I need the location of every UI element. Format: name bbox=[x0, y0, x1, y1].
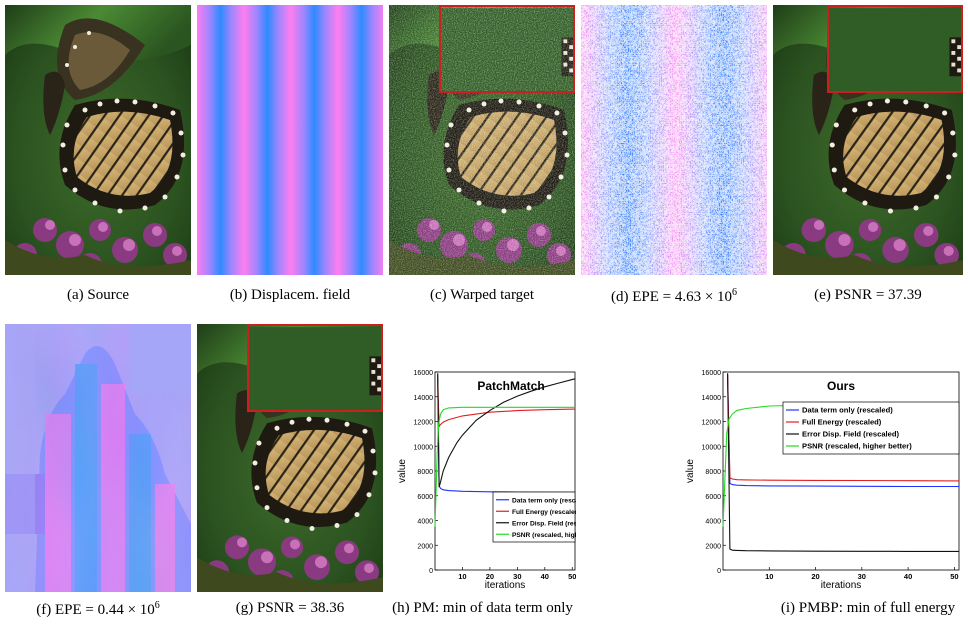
chart-h-svg: 0 2000 4000 6000 8000 10000 12000 14000 16000 10 2… bbox=[397, 370, 576, 591]
caption-d: (d) EPE = 4.63 × 106 bbox=[581, 287, 767, 306]
panel-b-displacement-field bbox=[197, 5, 383, 275]
legend-label: Error Disp. Field (rescaled) bbox=[802, 430, 900, 439]
y-tick-label: 12000 bbox=[414, 420, 434, 427]
x-tick-label: 30 bbox=[858, 572, 866, 581]
chart-i-svg: 0 2000 4000 6000 8000 10000 12000 14000 16000 10 2… bbox=[685, 370, 960, 591]
y-tick-label: 6000 bbox=[705, 494, 721, 501]
y-tick-label: 4000 bbox=[417, 519, 433, 526]
x-tick-label: 20 bbox=[811, 572, 819, 581]
legend-label: Full Energy (rescaled) bbox=[802, 418, 882, 427]
y-tick-label: 10000 bbox=[414, 444, 434, 451]
legend-box bbox=[782, 401, 960, 455]
caption-h: (h) PM: min of data term only bbox=[392, 600, 573, 616]
x-tick-label: 50 bbox=[950, 572, 958, 581]
y-tick-label: 2000 bbox=[705, 543, 721, 550]
y-tick-label: 16000 bbox=[702, 370, 722, 377]
panel-g-ours-warp bbox=[197, 324, 383, 592]
caption-f-text: (f) EPE = 0.44 × 10 bbox=[36, 602, 155, 618]
legend-label: PSNR (rescaled, higher better) bbox=[802, 442, 912, 451]
y-axis-label: value bbox=[397, 459, 408, 483]
zoom-inset bbox=[827, 5, 963, 93]
caption-g: (g) PSNR = 38.36 bbox=[235, 600, 345, 616]
panel-c-warped-target bbox=[389, 5, 575, 275]
panel-a-source-image bbox=[5, 5, 191, 275]
y-tick-label: 14000 bbox=[702, 395, 722, 402]
legend-label: Data term only (rescaled) bbox=[802, 406, 893, 415]
caption-d-text: (d) EPE = 4.63 × 10 bbox=[610, 289, 733, 305]
x-tick-label: 20 bbox=[486, 572, 494, 581]
y-tick-label: 2000 bbox=[417, 543, 433, 550]
series-line-2 bbox=[437, 378, 576, 429]
y-tick-label: 16000 bbox=[414, 370, 434, 377]
x-axis-label: iterations bbox=[485, 580, 526, 591]
panel-e-patchmatch-warp bbox=[773, 5, 963, 275]
chart-title: PatchMatch bbox=[477, 379, 544, 393]
x-tick-label: 40 bbox=[904, 572, 912, 581]
x-tick-label: 10 bbox=[765, 572, 773, 581]
zoom-inset bbox=[247, 324, 383, 412]
x-tick-label: 50 bbox=[568, 572, 576, 581]
zoom-inset bbox=[439, 5, 575, 93]
legend-label: PSNR (rescaled, higher better) bbox=[512, 532, 576, 539]
y-tick-label: 8000 bbox=[417, 469, 433, 476]
x-tick-label: 40 bbox=[541, 572, 549, 581]
y-tick-label: 14000 bbox=[414, 395, 434, 402]
chart-h-patchmatch: 0 2000 4000 6000 8000 10000 12000 14000 16000 10 2… bbox=[389, 362, 576, 592]
y-tick-label: 8000 bbox=[705, 469, 721, 476]
caption-c: (c) Warped target bbox=[429, 287, 535, 303]
panel-f-ours-field bbox=[5, 324, 191, 592]
caption-e: (e) PSNR = 37.39 bbox=[814, 287, 922, 303]
chart-i-ours: 0 2000 4000 6000 8000 10000 12000 14000 16000 10 2… bbox=[581, 362, 965, 592]
y-tick-label: 10000 bbox=[702, 444, 722, 451]
legend-label: Error Disp. Field (rescaled) bbox=[512, 520, 576, 527]
caption-i: (i) PMBP: min of full energy bbox=[780, 600, 956, 616]
y-tick-label: 6000 bbox=[417, 494, 433, 501]
chart-title: Ours bbox=[827, 379, 855, 393]
series-line-2 bbox=[727, 374, 960, 482]
x-tick-label: 30 bbox=[513, 572, 521, 581]
caption-a: (a) Source bbox=[66, 287, 130, 303]
y-tick-label: 4000 bbox=[705, 519, 721, 526]
series-line-4 bbox=[434, 406, 575, 527]
caption-f: (f) EPE = 0.44 × 106 bbox=[5, 600, 191, 619]
y-axis-label: value bbox=[685, 459, 696, 483]
x-tick-label: 10 bbox=[458, 572, 466, 581]
legend-label: Data term only (rescaled) bbox=[512, 497, 576, 504]
y-tick-label: 0 bbox=[717, 568, 721, 575]
y-tick-label: 0 bbox=[429, 568, 433, 575]
caption-d-exponent: 6 bbox=[732, 287, 738, 298]
caption-b: (b) Displacem. field bbox=[229, 287, 351, 303]
legend-label: Full Energy (rescaled) bbox=[512, 509, 576, 516]
x-axis-label: iterations bbox=[821, 580, 862, 591]
panel-d-patchmatch-field bbox=[581, 5, 767, 275]
series-line-3 bbox=[437, 373, 576, 488]
y-tick-label: 12000 bbox=[702, 420, 722, 427]
caption-f-exponent: 6 bbox=[154, 600, 160, 611]
series-line-3 bbox=[727, 373, 959, 552]
series-line-1 bbox=[727, 374, 959, 488]
